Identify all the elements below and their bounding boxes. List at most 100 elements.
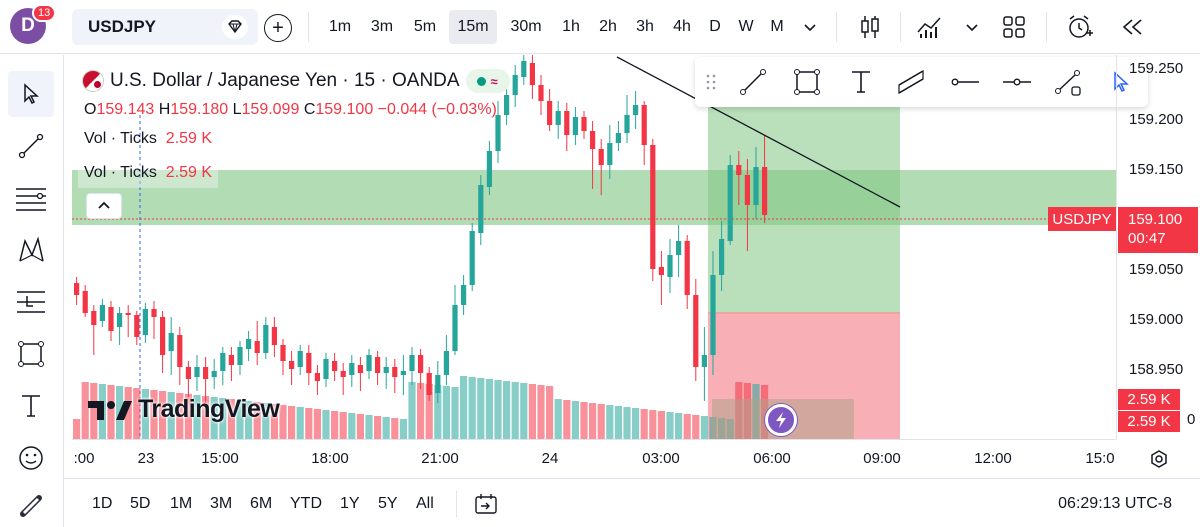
timeframe-3h[interactable]: 3h (636, 18, 654, 35)
goto-date-icon[interactable] (472, 491, 500, 517)
range-3m[interactable]: 3M (210, 495, 233, 512)
symbol-search-button[interactable]: USDJPY (72, 9, 258, 45)
horizontal-zone[interactable] (72, 170, 1116, 225)
time-axis[interactable]: :00 23 15:00 18:00 21:00 24 03:00 06:00 … (72, 439, 1116, 477)
candle-body (220, 353, 226, 371)
candle-body (701, 355, 707, 367)
divider (456, 491, 457, 517)
volume-bar (107, 385, 115, 439)
pattern-tool[interactable] (8, 227, 54, 273)
timeframe-m[interactable]: M (770, 18, 784, 35)
ruler-tool[interactable] (8, 483, 54, 527)
volume-label: Vol · Ticks (84, 164, 157, 181)
timeframe-30m[interactable]: 30m (510, 18, 542, 35)
range-6m[interactable]: 6M (250, 495, 273, 512)
diamond-alert-icon[interactable] (222, 15, 248, 39)
timeframe-15m[interactable]: 15m (449, 10, 497, 44)
candle-body (194, 367, 200, 377)
drag-handle-icon[interactable] (701, 66, 721, 98)
parallel-channel-icon[interactable] (895, 66, 927, 98)
text-tool[interactable] (8, 383, 54, 429)
forecasting-tool[interactable] (8, 279, 54, 325)
chart-settings-icon[interactable] (1146, 447, 1172, 471)
volume-bar (520, 383, 528, 439)
line-tool-icon[interactable] (737, 66, 769, 98)
timeframe-4h[interactable]: 4h (673, 18, 691, 35)
replay-icon[interactable] (1118, 13, 1146, 41)
trend-line-tool[interactable] (8, 123, 54, 169)
timezone-clock[interactable]: 06:29:13 UTC-8 (1058, 495, 1172, 512)
horizontal-ray-icon[interactable] (949, 66, 981, 98)
add-symbol-button[interactable]: + (264, 14, 292, 42)
range-1d[interactable]: 1D (92, 495, 113, 512)
candle-body (469, 231, 475, 285)
range-5d[interactable]: 5D (130, 495, 151, 512)
timeframe-3m[interactable]: 3m (370, 18, 394, 35)
time-label: 06:00 (753, 450, 791, 467)
range-1m[interactable]: 1M (170, 495, 193, 512)
range-1y[interactable]: 1Y (340, 495, 360, 512)
open-label: O (84, 101, 97, 118)
smiley-icon (19, 446, 43, 470)
candle-body (590, 131, 596, 149)
candle-body (306, 353, 312, 373)
candle-body (676, 241, 682, 255)
volume-legend-2[interactable]: Vol · Ticks 2.59 K (78, 160, 219, 188)
collapse-legend-button[interactable] (86, 193, 122, 219)
cursor-tool[interactable] (8, 71, 54, 117)
candle-body (297, 351, 303, 367)
timeframe-1m[interactable]: 1m (328, 18, 352, 35)
icons-tool[interactable] (8, 435, 54, 481)
layout-icon[interactable] (1000, 13, 1028, 41)
volume-bar (675, 413, 683, 439)
volume-bar (451, 387, 459, 439)
chart-legend-title[interactable]: U.S. Dollar / Japanese Yen · 15 · OANDA … (82, 69, 510, 93)
candle-body (117, 313, 123, 327)
timeframe-d[interactable]: D (709, 18, 721, 35)
volume-bar (193, 395, 201, 439)
candle-body (633, 105, 639, 115)
volume-bar (563, 400, 571, 439)
volume-bar (554, 399, 562, 439)
fib-retracement-tool[interactable] (8, 175, 54, 221)
chart-canvas[interactable] (72, 55, 1116, 439)
candle-body (521, 61, 527, 77)
divider (900, 12, 901, 42)
candle-body (177, 335, 183, 367)
range-all[interactable]: All (416, 495, 434, 512)
geometric-shapes-tool[interactable] (8, 331, 54, 377)
volume-legend[interactable]: Vol · Ticks 2.59 K (84, 130, 212, 148)
cursor-select-icon[interactable] (1105, 66, 1137, 98)
timeframe-5m[interactable]: 5m (413, 18, 437, 35)
timeframe-w[interactable]: W (738, 18, 754, 35)
chevron-down-icon[interactable] (958, 13, 986, 41)
timeframe-2h[interactable]: 2h (599, 18, 617, 35)
chevron-down-icon[interactable] (796, 13, 824, 41)
top-toolbar: D 13 USDJPY + 1m 3m 5m 15m 30m 1h 2h 3h … (0, 0, 1200, 54)
trend-line[interactable] (616, 56, 901, 208)
path-tool-icon[interactable] (1053, 66, 1085, 98)
candle-body (108, 307, 114, 331)
alert-clock-icon[interactable] (1066, 13, 1094, 41)
candles-icon[interactable] (856, 13, 884, 41)
horizontal-line-icon[interactable] (1001, 66, 1033, 98)
trend-line-icon (18, 133, 44, 159)
ruler-icon (20, 495, 42, 517)
market-status-badge[interactable]: ≈ (465, 69, 510, 93)
range-5y[interactable]: 5Y (378, 495, 398, 512)
candle-body (82, 291, 88, 313)
range-ytd[interactable]: YTD (290, 495, 322, 512)
text-tool-icon[interactable] (845, 66, 877, 98)
bottom-toolbar: 1D 5D 1M 3M 6M YTD 1Y 5Y All 06:29:13 UT… (64, 478, 1200, 527)
lightning-icon[interactable] (765, 404, 797, 436)
candle-body (607, 143, 613, 165)
timeframe-1h[interactable]: 1h (562, 18, 580, 35)
volume-bar (227, 399, 235, 439)
price-label: 159.200 (1129, 111, 1184, 128)
indicators-icon[interactable] (916, 13, 944, 41)
profit-zone[interactable] (708, 105, 900, 313)
volume-bar (322, 410, 330, 439)
price-axis[interactable]: 159.250 159.200 159.150 159.050 159.000 … (1116, 55, 1200, 439)
rectangle-tool-icon[interactable] (791, 66, 823, 98)
tradingview-logo[interactable]: TradingView (88, 395, 280, 424)
